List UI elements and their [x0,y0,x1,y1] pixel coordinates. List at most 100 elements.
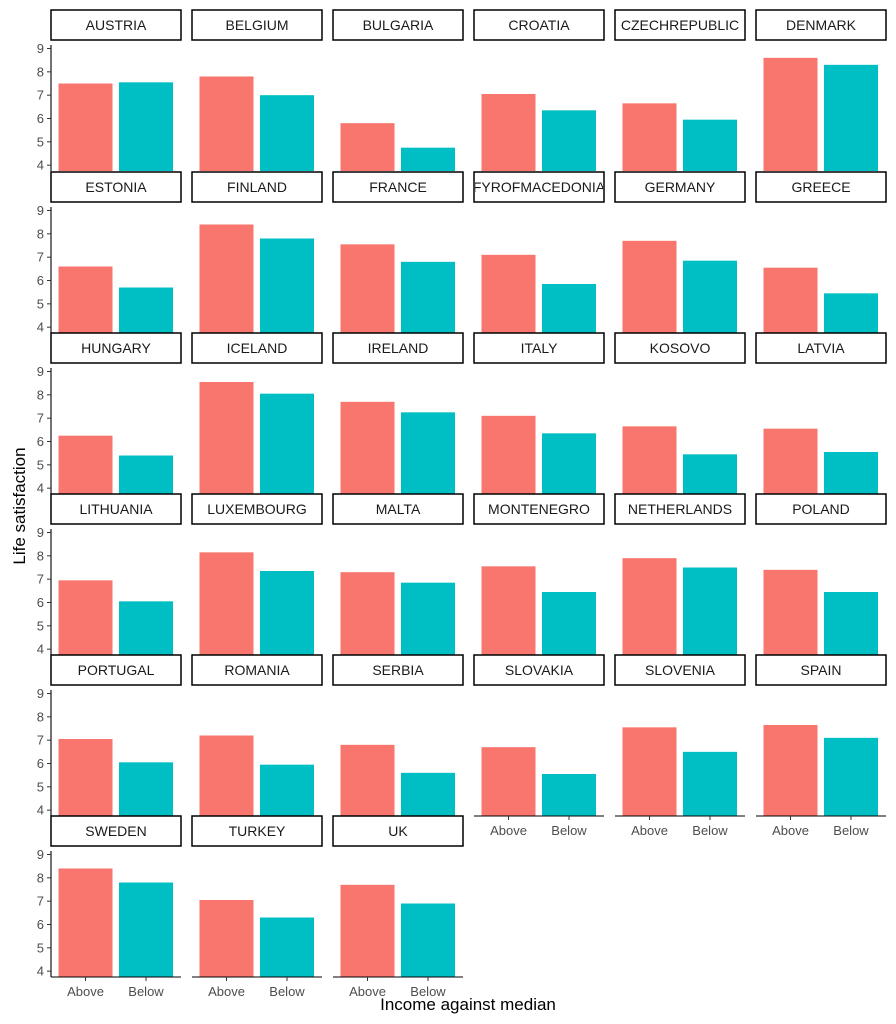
facet-strip [755,493,887,525]
y-tick-label: 7 [37,733,44,748]
y-tick-label: 7 [37,411,44,426]
bar-above [340,572,395,655]
facet-strip-label: CROATIA [508,17,570,33]
y-tick-label: 7 [37,572,44,587]
y-tick-label: 9 [37,686,44,701]
bar-above [481,254,536,333]
bar-below [260,571,314,655]
facet-strip-label: BULGARIA [363,17,434,33]
facet-panel: KOSOVO [614,332,746,494]
facet-panel: FRANCE [332,171,464,333]
bar-above [340,123,395,171]
y-tick-label: 4 [37,320,44,335]
y-tick-label: 5 [37,779,44,794]
bar-below [824,592,878,655]
y-tick-label: 6 [37,273,44,288]
facet-panel: BULGARIA [332,9,464,171]
facet-strip [50,493,182,525]
facet-strip-label: NETHERLANDS [628,501,732,517]
bar-above [763,57,818,172]
facet-strip [50,815,182,847]
facet-strip [332,171,464,203]
x-tick-label: Below [410,984,446,999]
facet-strip [332,654,464,686]
facet-strip-label: POLAND [792,501,850,517]
bar-above [622,426,677,494]
bar-above [763,725,818,816]
bar-below [119,882,173,977]
facet-strip-label: SWEDEN [85,823,146,839]
facet-strip-label: ITALY [521,340,558,356]
facet-panel: DENMARK [755,9,887,172]
facet-strip-label: AUSTRIA [86,17,147,33]
facet-strip [473,9,605,41]
facet-strip [332,9,464,41]
x-tick-label: Below [551,823,587,838]
facet-panel: GREECE [755,171,887,333]
facet-strip-label: LUXEMBOURG [207,501,307,517]
facet-panel: GERMANY [614,171,746,333]
bar-below [542,433,596,494]
bar-below [824,293,878,333]
facet-panels: AUSTRIA 4 5 6 7 8 9 BELGIUM BULGARIA CROATIA CZECH… [37,9,887,999]
y-tick-label: 8 [37,64,44,79]
facet-strip-label: SPAIN [801,662,842,678]
bar-below [401,261,455,333]
facet-strip-label: GREECE [791,179,850,195]
facet-strip [191,9,323,41]
facet-panel: ICELAND [191,332,323,494]
facet-strip [755,654,887,686]
bar-below [401,903,455,977]
y-tick-label: 8 [37,387,44,402]
bar-above [199,552,254,655]
facet-strip [191,332,323,364]
bar-above [58,580,113,655]
facet-strip [473,332,605,364]
facet-strip [50,332,182,364]
facet-strip-label: FYROFMACEDONIA [473,179,606,195]
bar-above [340,244,395,333]
facet-strip-label: PORTUGAL [78,662,155,678]
facet-strip [614,654,746,686]
facet-strip-label: FINLAND [227,179,287,195]
facet-strip [473,493,605,525]
bar-above [58,739,113,816]
bar-above [340,884,395,977]
bar-above [481,747,536,816]
bar-below [260,238,314,333]
bar-below [119,762,173,816]
facet-panel: ROMANIA [191,654,323,816]
x-tick-label: Below [833,823,869,838]
facet-panel: POLAND [755,493,887,655]
x-axis-title: Income against median [380,995,556,1014]
facet-panel: HUNGARY 4 5 6 7 8 9 [37,332,182,496]
facet-panel: UK Above Below [332,815,464,999]
facet-strip [614,9,746,41]
facet-strip [191,654,323,686]
bar-below [683,119,737,171]
bar-below [401,412,455,494]
bar-below [542,774,596,816]
y-tick-label: 7 [37,894,44,909]
facet-strip-label: BELGIUM [225,17,288,33]
facet-strip-label: SLOVAKIA [505,662,574,678]
facet-panel: SWEDEN 4 5 6 7 8 9 Above Below [37,815,182,999]
y-tick-label: 4 [37,642,44,657]
x-tick-label: Below [269,984,305,999]
bar-above [763,428,818,494]
bar-below [401,582,455,655]
bar-below [119,82,173,171]
facet-panel: SPAIN Above Below [755,654,887,838]
bar-above [58,435,113,494]
y-tick-label: 9 [37,203,44,218]
y-tick-label: 9 [37,41,44,56]
facet-panel: ESTONIA 4 5 6 7 8 9 [37,171,182,335]
bar-below [824,64,878,171]
facet-strip-label: LATVIA [797,340,845,356]
bar-below [683,567,737,655]
x-tick-label: Below [692,823,728,838]
x-tick-label: Above [772,823,809,838]
facet-panel: NETHERLANDS [614,493,746,655]
facet-panel: LUXEMBOURG [191,493,323,655]
